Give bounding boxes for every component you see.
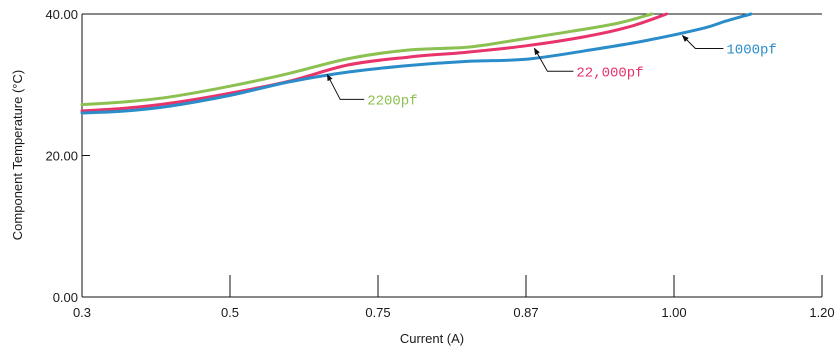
series-line-22000pf (80, 12, 669, 113)
y-axis-title: Component Temperature (°C) (10, 70, 25, 240)
x-tick-label: 0.3 (73, 305, 91, 320)
x-tick-label: 1.00 (661, 305, 686, 320)
y-axis-ticks: 0.00 20.00 40.00 (45, 7, 90, 305)
series-lines (80, 12, 753, 115)
series-line-1000pf (80, 12, 753, 115)
y-tick-label: 40.00 (45, 7, 78, 22)
x-tick-label: 0.75 (365, 305, 390, 320)
annotation-label: 1000pf (726, 43, 776, 59)
annotation-label: 2200pf (367, 93, 417, 109)
annotation-arrow (533, 47, 574, 72)
annotation-arrow (326, 73, 365, 100)
x-axis-title: Current (A) (400, 331, 464, 346)
series-line-2200pf (80, 12, 654, 107)
annotation-arrow (681, 35, 724, 50)
x-tick-label: 1.20 (809, 305, 834, 320)
axes (81, 13, 822, 298)
series-annotations: 2200pf 22,000pf 1000pf (326, 35, 777, 109)
x-axis-ticks: 0.3 0.5 0.75 0.87 1.00 1.20 (73, 275, 835, 320)
x-tick-label: 0.87 (513, 305, 538, 320)
y-tick-label: 20.00 (45, 149, 78, 164)
annotation-label: 22,000pf (576, 65, 643, 81)
y-tick-label: 0.00 (53, 290, 78, 305)
x-tick-label: 0.5 (221, 305, 239, 320)
